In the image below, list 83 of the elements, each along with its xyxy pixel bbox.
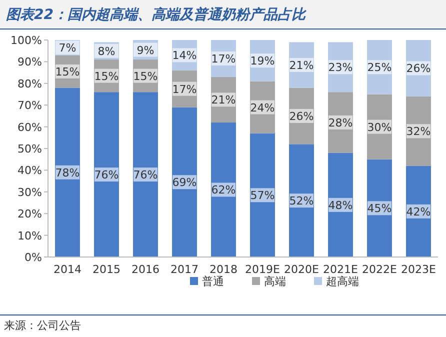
text: 15%: [133, 70, 158, 83]
legend-label: 高端: [264, 275, 286, 288]
bar: [289, 144, 314, 257]
text: 48%: [328, 198, 353, 212]
x-tick-label: 2019E: [245, 263, 280, 276]
text: 8%: [98, 44, 116, 58]
text: 57%: [250, 189, 275, 202]
bar: [211, 122, 236, 257]
bar: [406, 40, 431, 96]
text: 42%: [406, 205, 431, 218]
bar: [133, 92, 158, 257]
x-tick-label: 2020E: [284, 263, 320, 276]
text: 76%: [94, 168, 119, 182]
text: 23%: [328, 61, 353, 74]
bar: [289, 42, 314, 88]
y-tick-label: 50%: [18, 142, 42, 156]
x-tick-label: 2016: [132, 263, 160, 276]
text: 32%: [406, 125, 431, 138]
y-tick-label: 40%: [18, 164, 42, 178]
text: 17%: [211, 52, 236, 66]
bar: [250, 133, 275, 257]
source-note: 来源：公司公告: [4, 319, 81, 332]
text: 69%: [172, 176, 197, 190]
text: 26%: [289, 110, 314, 123]
text: 28%: [328, 116, 353, 130]
y-tick-label: 80%: [18, 77, 42, 90]
text: 14%: [172, 49, 197, 62]
text: 19%: [250, 54, 275, 68]
bar: [133, 60, 158, 92]
x-tick-label: 2015: [92, 263, 120, 276]
bar: [328, 152, 353, 257]
y-tick-label: 60%: [18, 120, 42, 134]
y-tick-label: 10%: [18, 229, 42, 242]
bar: [250, 40, 275, 82]
bar: [94, 60, 119, 92]
y-tick-label: 30%: [18, 186, 42, 199]
text: 17%: [172, 82, 197, 96]
text: 30%: [367, 120, 392, 134]
text: 7%: [58, 42, 76, 55]
legend-label: 普通: [202, 275, 224, 288]
bar: [328, 42, 353, 92]
text: 25%: [367, 61, 392, 74]
bar: [55, 55, 80, 88]
bar: [367, 94, 392, 160]
bar: [172, 40, 197, 70]
bar: [211, 76, 236, 122]
bar: [211, 40, 236, 77]
text: 21%: [289, 58, 314, 72]
x-tick-label: 2018: [210, 263, 238, 276]
x-tick-label: 2021E: [323, 263, 358, 276]
x-tick-label: 2014: [54, 263, 82, 276]
text: 78%: [55, 166, 80, 180]
text: 76%: [133, 168, 158, 182]
text: 24%: [250, 101, 275, 114]
text: 52%: [289, 194, 314, 208]
y-tick-label: 0%: [24, 251, 42, 264]
bar: [289, 88, 314, 144]
x-tick-label: 2017: [170, 263, 198, 276]
bar: [406, 166, 431, 257]
text: 21%: [211, 94, 236, 107]
text: 15%: [94, 70, 119, 83]
text: 9%: [136, 44, 154, 57]
chart-title: 图表22：国内超高端、高端及普通奶粉产品占比: [6, 6, 308, 23]
bar: [172, 70, 197, 108]
legend-label: 超高端: [326, 275, 359, 288]
y-tick-label: 90%: [18, 56, 42, 69]
y-tick-label: 70%: [18, 99, 42, 112]
x-tick-label: 2022E: [362, 263, 398, 276]
text: 15%: [55, 65, 80, 78]
y-tick-label: 20%: [18, 208, 42, 221]
text: 62%: [211, 184, 236, 197]
bar: [55, 88, 80, 257]
text: 45%: [367, 202, 392, 216]
bar: [172, 107, 197, 257]
bar: [94, 92, 119, 257]
x-tick-label: 2023E: [401, 263, 436, 276]
bar: [367, 40, 392, 94]
bar: [406, 96, 431, 166]
y-tick-label: 100%: [10, 34, 42, 47]
text: 26%: [406, 62, 431, 76]
bar: [328, 92, 353, 153]
bar: [367, 159, 392, 257]
bar: [250, 81, 275, 134]
